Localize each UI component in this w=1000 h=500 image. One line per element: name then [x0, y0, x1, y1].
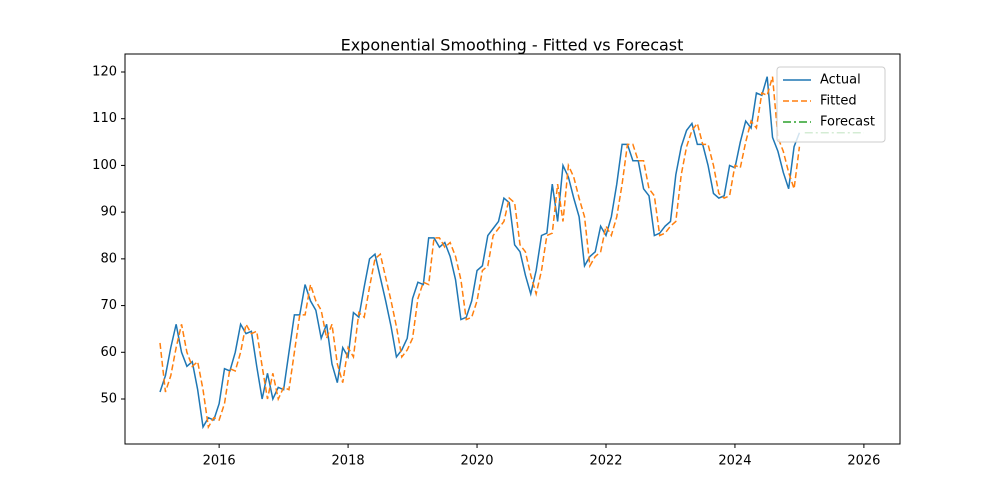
legend-label: Forecast: [820, 115, 875, 130]
legend-label: Actual: [820, 73, 861, 88]
x-tick-label: 2026: [847, 454, 880, 469]
chart-title: Exponential Smoothing - Fitted vs Foreca…: [341, 36, 684, 55]
series-line: [159, 76, 801, 430]
y-tick-label: 120: [92, 64, 117, 79]
y-tick-label: 80: [100, 251, 117, 266]
y-tick-label: 100: [92, 158, 117, 173]
plot-frame: [124, 53, 901, 445]
y-tick-label: 60: [100, 345, 117, 360]
y-tick-label: 50: [100, 392, 117, 407]
series-line: [159, 76, 801, 430]
y-tick-label: 70: [100, 298, 117, 313]
x-tick-label: 2024: [718, 454, 751, 469]
x-tick-label: 2018: [332, 454, 365, 469]
legend-box: [776, 66, 886, 143]
x-tick-label: 2022: [589, 454, 622, 469]
legend-label: Fitted: [820, 94, 857, 109]
y-tick-label: 110: [92, 111, 117, 126]
y-tick-label: 90: [100, 205, 117, 220]
x-tick-label: 2020: [460, 454, 493, 469]
x-tick-label: 2016: [203, 454, 236, 469]
